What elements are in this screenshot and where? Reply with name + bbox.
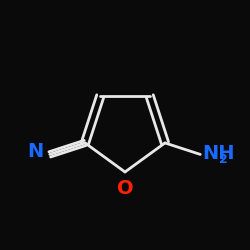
Text: N: N bbox=[27, 142, 44, 162]
Text: NH: NH bbox=[203, 144, 235, 163]
Text: 2: 2 bbox=[219, 153, 228, 166]
Text: O: O bbox=[117, 180, 133, 199]
